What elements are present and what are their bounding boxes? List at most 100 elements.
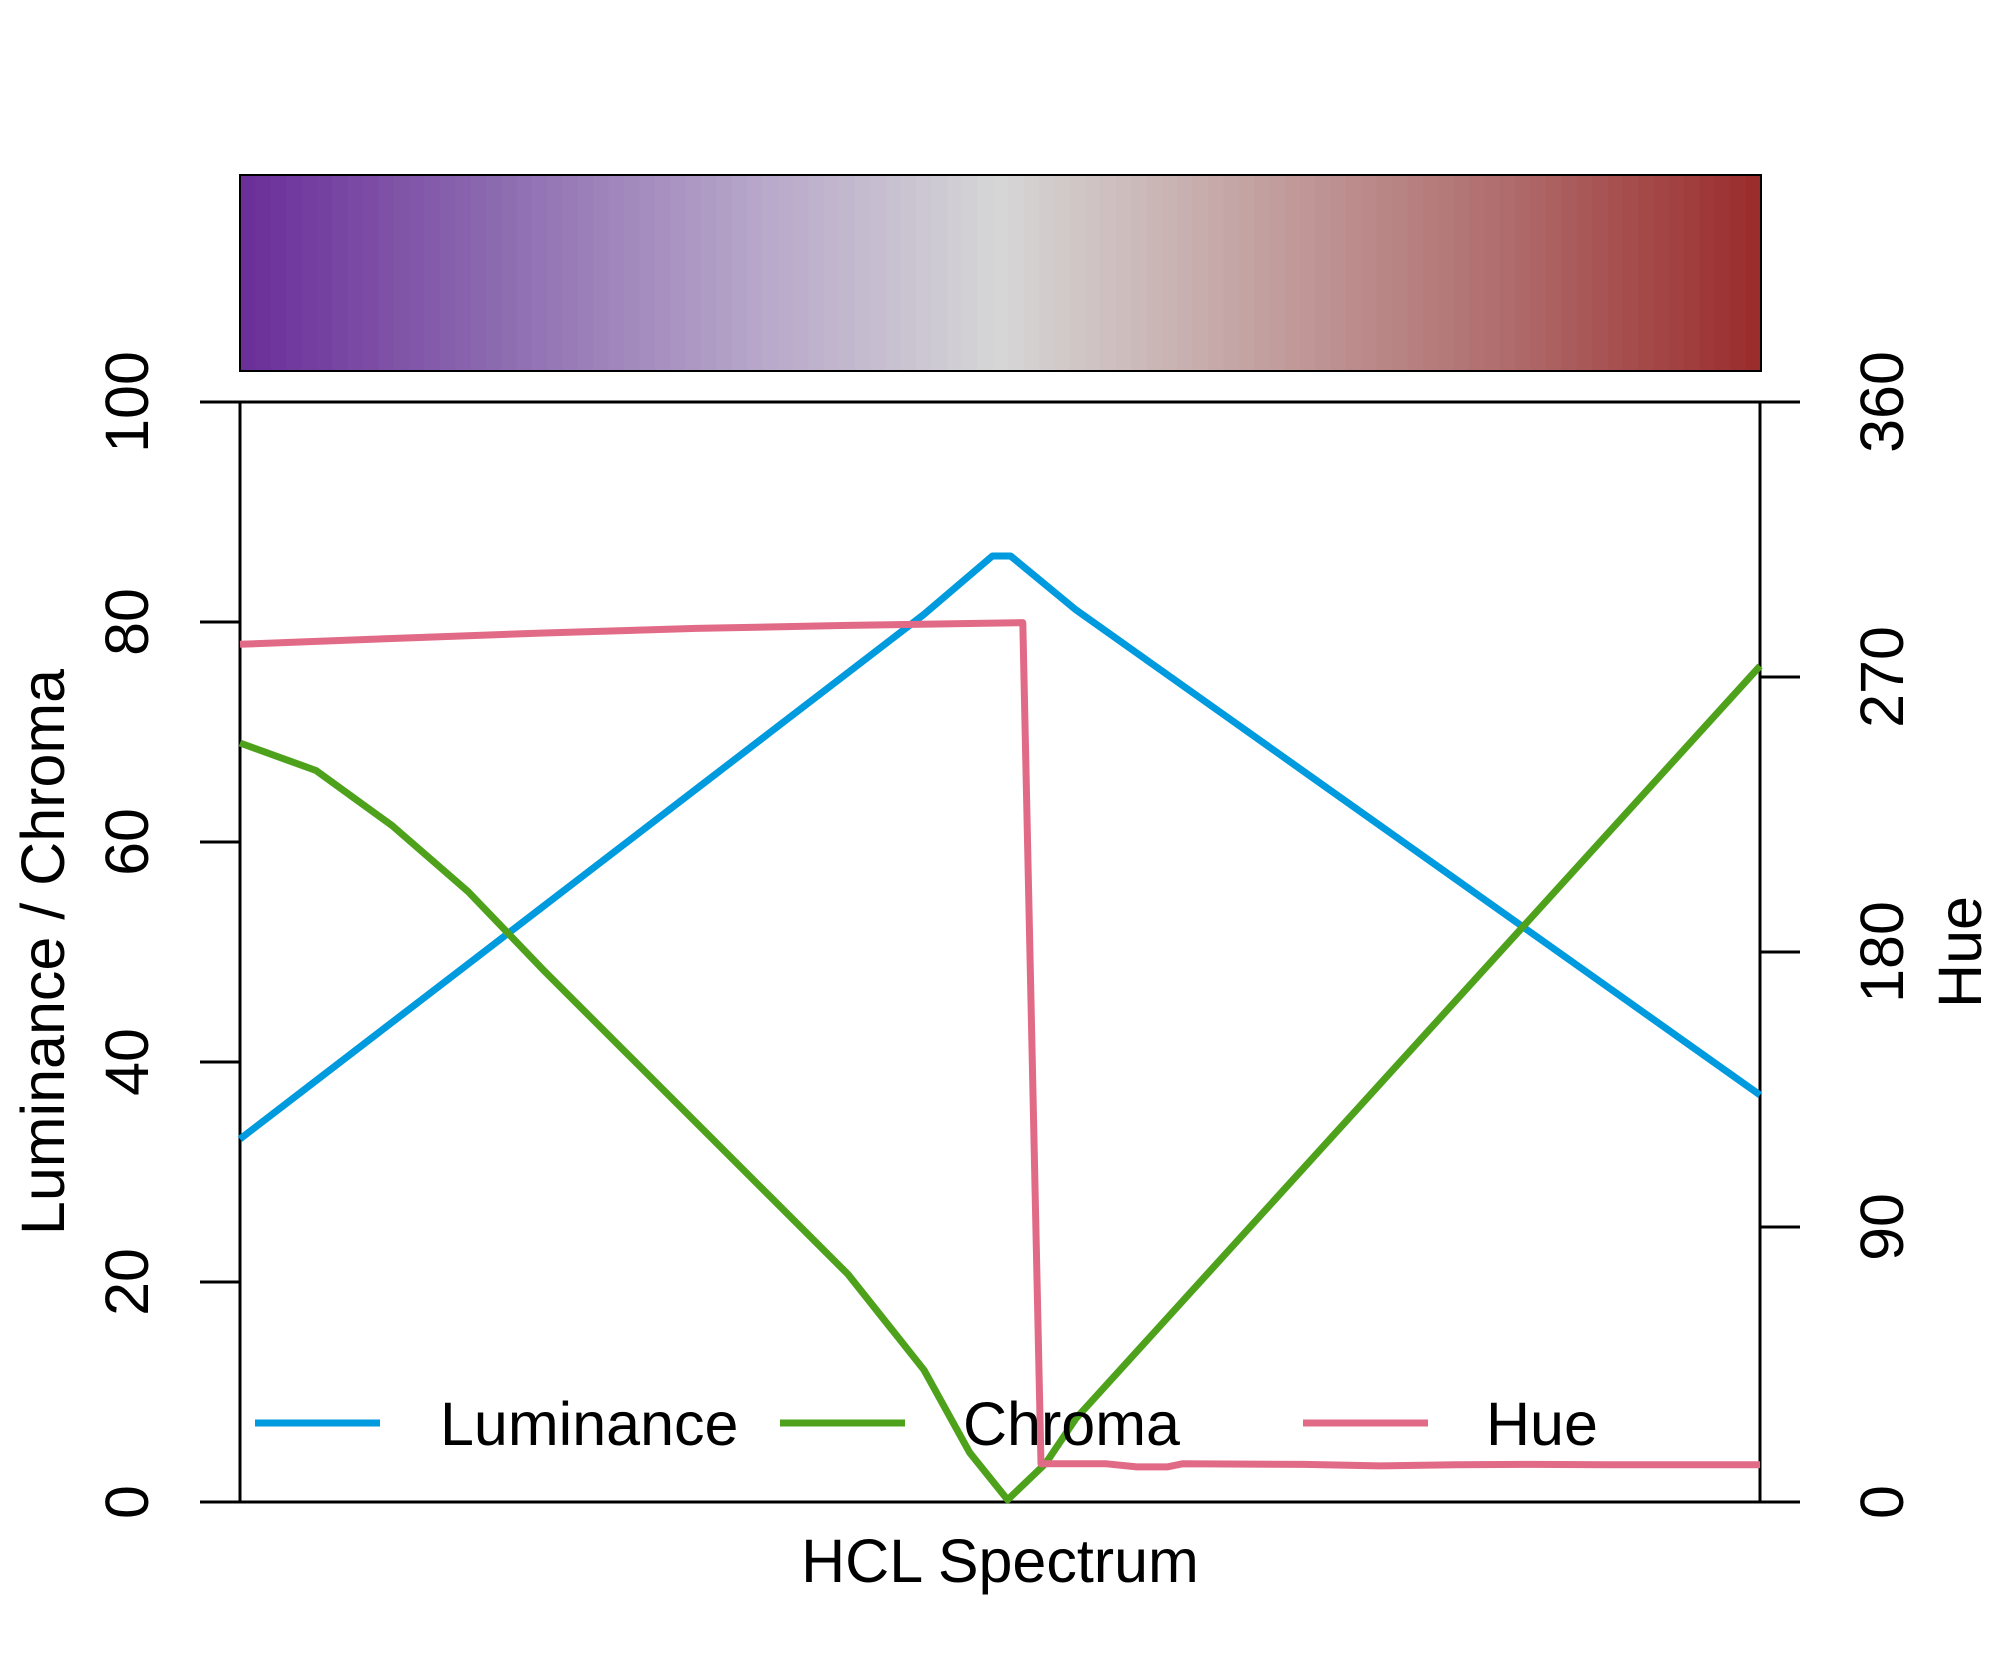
colorbar-swatch bbox=[1038, 175, 1055, 371]
colorbar-swatch bbox=[1177, 175, 1194, 371]
colorbar-swatch bbox=[931, 175, 948, 371]
colorbar-swatch bbox=[455, 175, 472, 371]
colorbar-swatch bbox=[547, 175, 564, 371]
colorbar-swatch bbox=[1699, 175, 1716, 371]
colorbar-swatch bbox=[731, 175, 748, 371]
colorbar-swatch bbox=[1392, 175, 1409, 371]
colorbar-swatch bbox=[1008, 175, 1025, 371]
colorbar-swatch bbox=[900, 175, 917, 371]
colorbar-swatch bbox=[485, 175, 502, 371]
colorbar-swatch bbox=[240, 175, 256, 371]
colorbar-swatch bbox=[1730, 175, 1747, 371]
colorbar-swatch bbox=[531, 175, 548, 371]
colorbar-swatch bbox=[1576, 175, 1593, 371]
colorbar-border bbox=[239, 174, 1762, 372]
left-tick-label: 80 bbox=[93, 588, 161, 656]
colorbar-swatch bbox=[1146, 175, 1163, 371]
colorbar-swatch bbox=[1269, 175, 1286, 371]
colorbar-swatch bbox=[1592, 175, 1608, 371]
colorbar-swatch bbox=[854, 175, 871, 371]
colorbar-swatch bbox=[700, 175, 717, 371]
colorbar-swatch bbox=[977, 175, 994, 371]
colorbar-swatch bbox=[670, 175, 687, 371]
colorbar-swatch bbox=[1653, 175, 1670, 371]
colorbar-swatch bbox=[1085, 175, 1101, 371]
colorbar-swatch bbox=[347, 175, 364, 371]
colorbar-swatch bbox=[1407, 175, 1424, 371]
left-tick-label: 60 bbox=[93, 808, 161, 876]
left-tick-label: 100 bbox=[93, 351, 161, 453]
colorbar-swatch bbox=[1745, 175, 1762, 371]
colorbar-swatch bbox=[1054, 175, 1071, 371]
colorbar-swatch bbox=[1638, 175, 1655, 371]
colorbar-swatch bbox=[286, 175, 303, 371]
colorbar-swatch bbox=[962, 175, 979, 371]
colorbar-swatch bbox=[1300, 175, 1317, 371]
colorbar-swatch bbox=[1453, 175, 1470, 371]
colorbar-swatch bbox=[1545, 175, 1562, 371]
colorbar-swatch bbox=[885, 175, 902, 371]
colorbar-swatch bbox=[793, 175, 810, 371]
left-axis: 0 20 40 60 80 100 bbox=[93, 351, 240, 1519]
colorbar-swatch bbox=[1469, 175, 1486, 371]
colorbar-swatch bbox=[1115, 175, 1132, 371]
colorbar-swatch bbox=[424, 175, 441, 371]
colorbar-swatch bbox=[516, 175, 533, 371]
colorbar-swatch bbox=[839, 175, 856, 371]
colorbar-swatch bbox=[823, 175, 840, 371]
right-tick-label: 180 bbox=[1848, 901, 1916, 1003]
colorbar-swatch bbox=[916, 175, 932, 371]
colorbar-swatch bbox=[301, 175, 318, 371]
colorbar-swatch bbox=[1607, 175, 1624, 371]
colorbar-swatch bbox=[992, 175, 1009, 371]
colorbar-swatch bbox=[1207, 175, 1224, 371]
legend: Luminance Chroma Hue bbox=[255, 1390, 1598, 1458]
colorbar-swatch bbox=[1023, 175, 1040, 371]
colorbar-swatch bbox=[470, 175, 487, 371]
colorbar-swatch bbox=[1361, 175, 1378, 371]
right-tick-label: 270 bbox=[1848, 626, 1916, 728]
colorbar-swatch bbox=[624, 175, 641, 371]
colorbar-swatch bbox=[593, 175, 610, 371]
series-line-hue bbox=[239, 619, 1760, 1471]
colorbar-swatch bbox=[1223, 175, 1240, 371]
colorbar-swatch bbox=[1438, 175, 1455, 371]
colorbar-swatch bbox=[716, 175, 733, 371]
colorbar-swatch bbox=[1238, 175, 1255, 371]
colorbar-swatch bbox=[1484, 175, 1501, 371]
colorbar-swatch bbox=[608, 175, 625, 371]
colorbar-swatch bbox=[501, 175, 518, 371]
right-axis-title: Hue bbox=[1926, 896, 1994, 1008]
legend-label-luminance: Luminance bbox=[440, 1390, 738, 1458]
left-axis-title: Luminance / Chroma bbox=[9, 669, 77, 1235]
right-axis: 0 90 180 270 360 bbox=[1760, 351, 1916, 1519]
colorbar-swatch bbox=[1346, 175, 1363, 371]
colorbar-swatch bbox=[1254, 175, 1270, 371]
legend-label-chroma: Chroma bbox=[963, 1390, 1180, 1458]
series-line-chroma bbox=[238, 663, 1763, 1504]
colorbar-swatch bbox=[1530, 175, 1547, 371]
colorbar-swatch bbox=[685, 175, 702, 371]
colorbar-swatch bbox=[1131, 175, 1148, 371]
series-lines bbox=[237, 552, 1763, 1504]
right-tick-label: 360 bbox=[1848, 351, 1916, 453]
colorbar-swatch bbox=[1684, 175, 1701, 371]
colorbar-swatch bbox=[639, 175, 656, 371]
colorbar-swatch bbox=[1515, 175, 1532, 371]
colorbar-swatch bbox=[777, 175, 794, 371]
left-tick-label: 40 bbox=[93, 1028, 161, 1096]
colorbar-swatch bbox=[1376, 175, 1393, 371]
colorbar-swatch bbox=[1330, 175, 1347, 371]
colorbar-swatch bbox=[1284, 175, 1301, 371]
colorbar-swatch bbox=[808, 175, 825, 371]
left-tick-label: 20 bbox=[93, 1248, 161, 1316]
colorbar-swatch bbox=[362, 175, 379, 371]
colorbar-swatch bbox=[762, 175, 779, 371]
colorbar-swatch bbox=[393, 175, 410, 371]
colorbar-swatch bbox=[1423, 175, 1439, 371]
colorbar-swatch bbox=[1069, 175, 1086, 371]
colorbar-swatch bbox=[332, 175, 349, 371]
plot-box bbox=[238, 400, 1762, 1504]
colorbar-swatch bbox=[1668, 175, 1685, 371]
